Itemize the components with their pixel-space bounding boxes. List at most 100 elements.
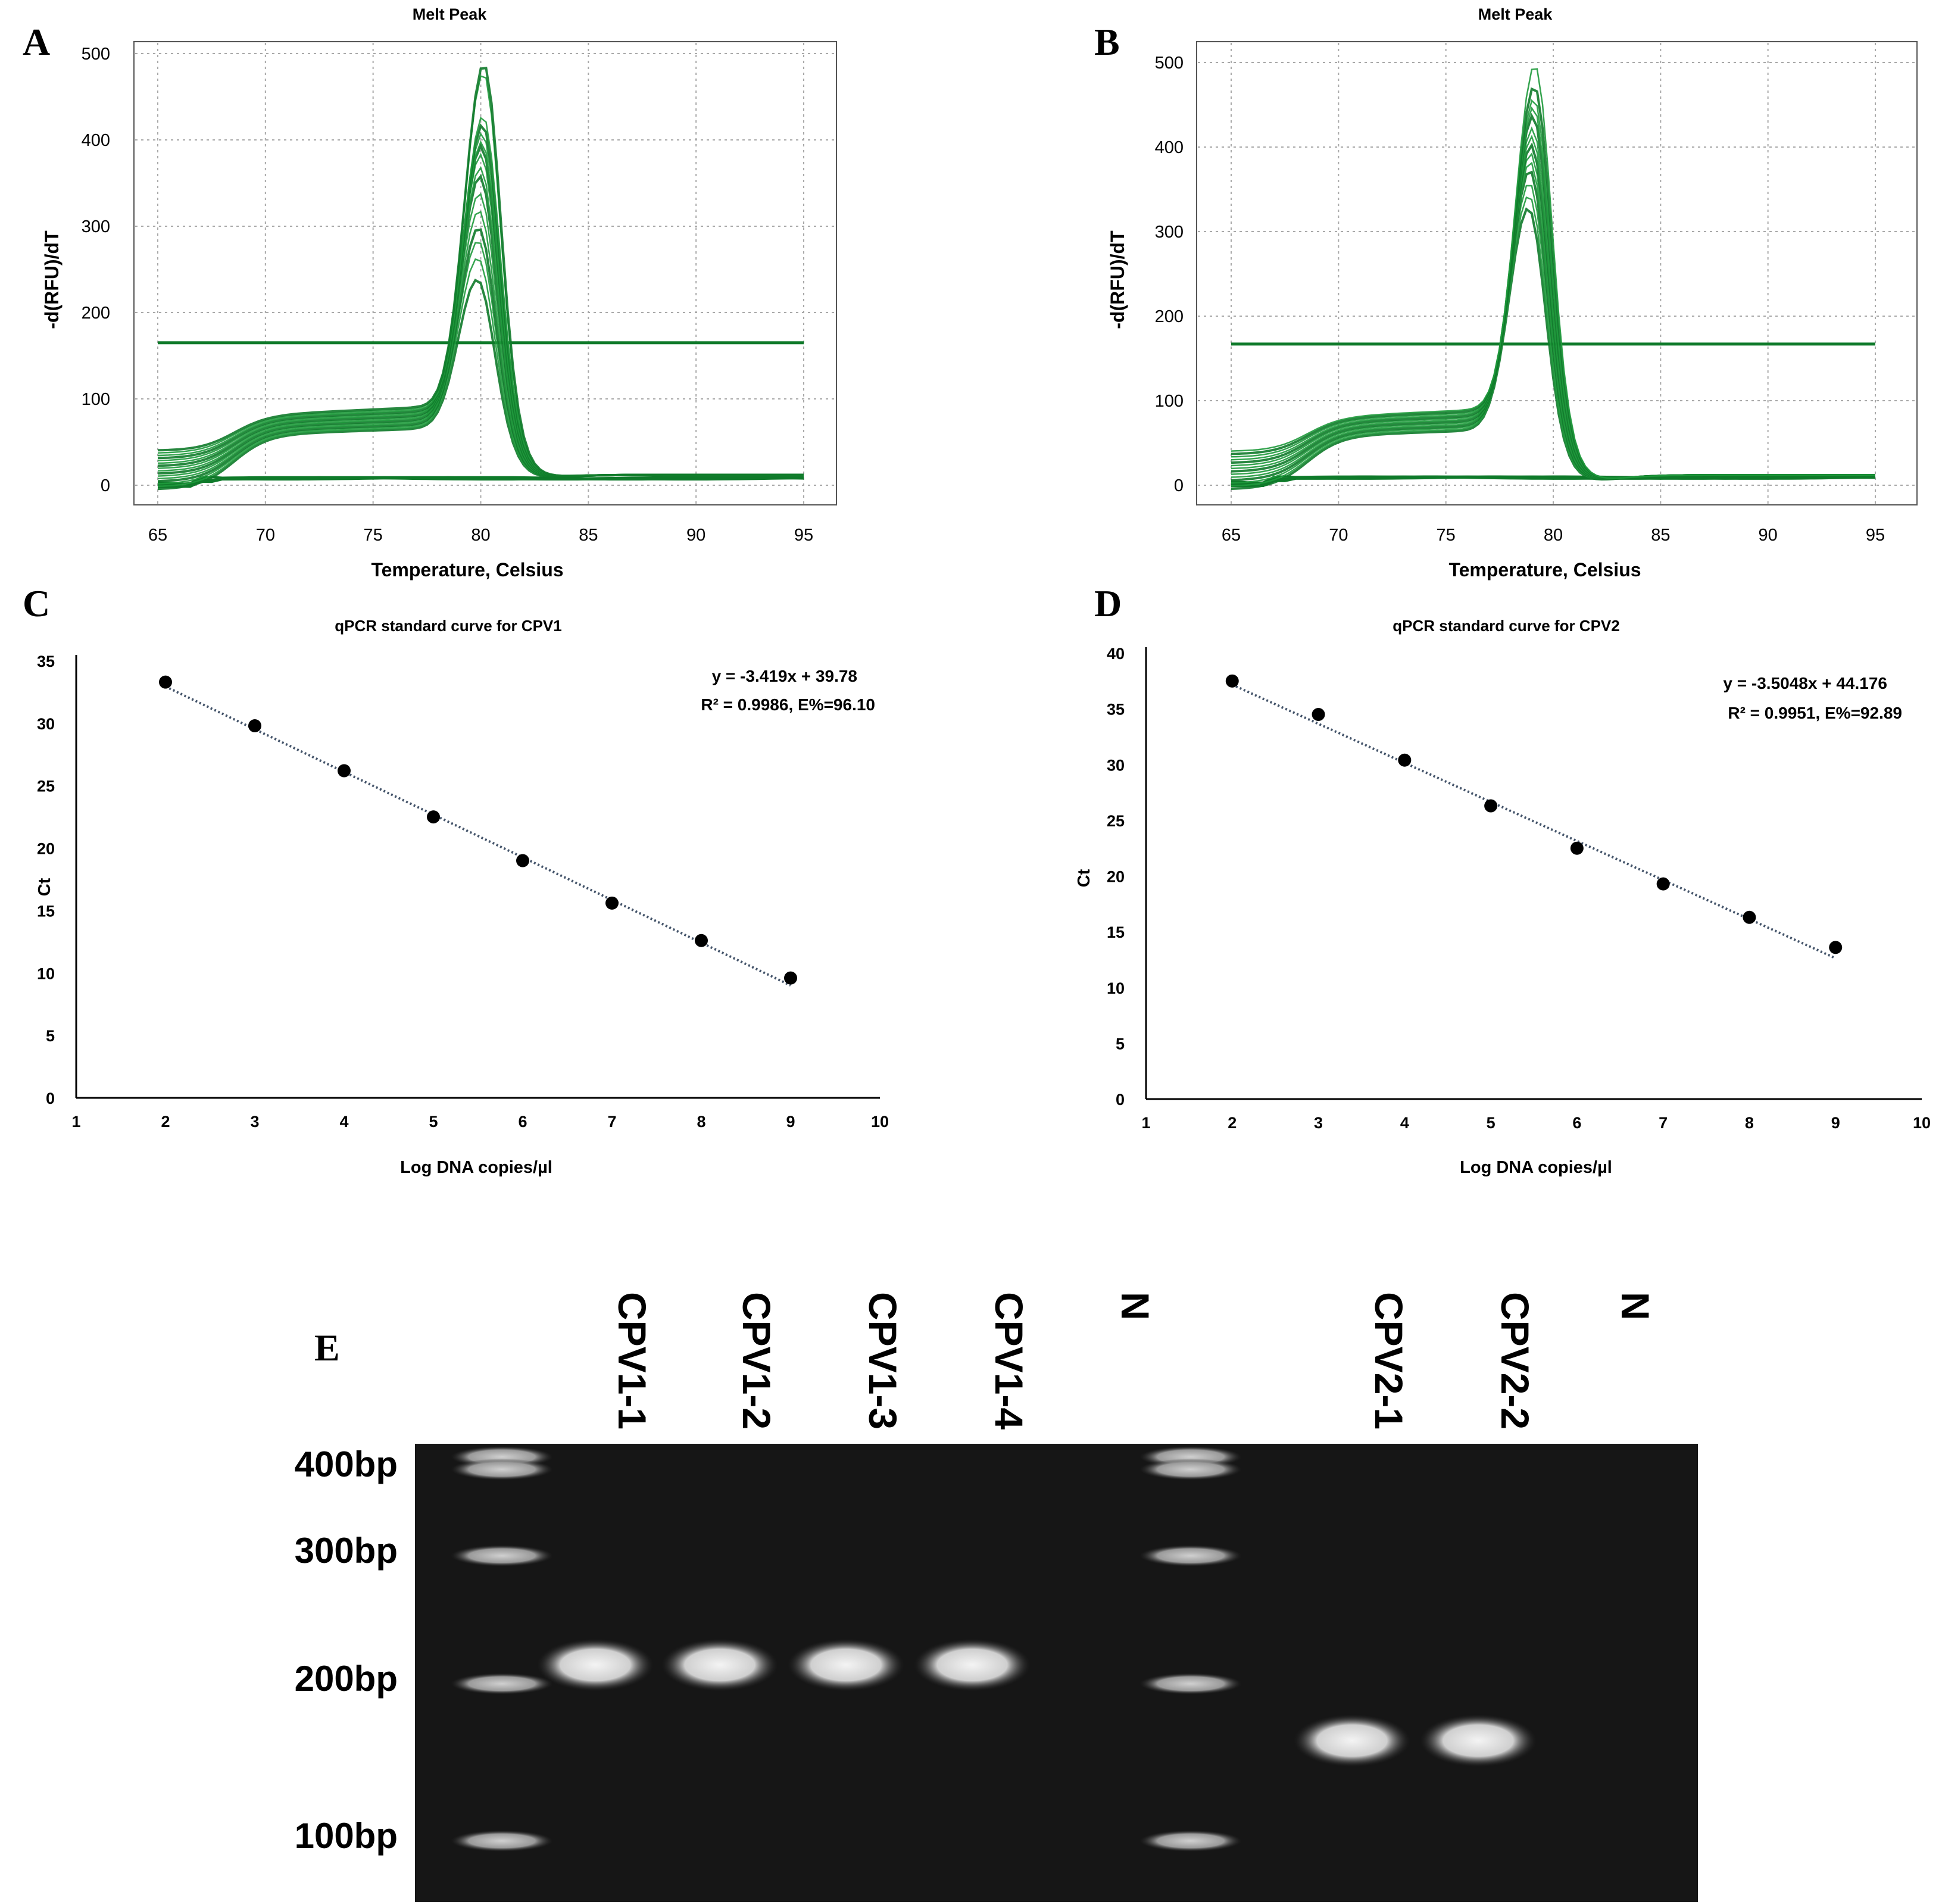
x-tick-label: 2 [161, 1113, 170, 1131]
x-tick-label: 5 [1487, 1114, 1495, 1132]
y-tick-label: 400 [1155, 138, 1184, 157]
data-point [1225, 674, 1239, 688]
sample-band [661, 1638, 778, 1691]
y-tick-label: 0 [1116, 1091, 1125, 1109]
size-marker-label: 400bp [295, 1444, 398, 1484]
standard-curve-chart-d: qPCR standard curve for CPV2 Ct Log DNA … [1075, 617, 1931, 1177]
x-tick-label: 85 [579, 526, 598, 545]
x-tick-label: 95 [1866, 526, 1885, 545]
gel-panel: CPV1-1 CPV1-2 CPV1-3 CPV1-4 N CPV2-1 CPV2-2 N 4… [295, 1292, 1698, 1902]
y-tick-label: 30 [37, 715, 55, 733]
ladder-band [1139, 1545, 1242, 1566]
x-tick-label: 65 [148, 526, 167, 545]
x-tick-label: 4 [1400, 1114, 1409, 1132]
data-point [695, 934, 708, 947]
lane-labels: CPV1-1 CPV1-2 CPV1-3 CPV1-4 N CPV2-1 CPV2-2 N [610, 1292, 1657, 1429]
x-tick-label: 85 [1651, 526, 1670, 545]
x-tick-label: 4 [339, 1113, 348, 1131]
data-point [1743, 910, 1756, 924]
x-tick-label: 10 [871, 1113, 889, 1131]
data-point [159, 675, 172, 689]
plot-frame [133, 41, 837, 505]
data-point [1570, 841, 1584, 855]
ladder-band [1139, 1673, 1242, 1694]
y-axis-label: -d(RFU)/dT [41, 230, 63, 329]
x-tick-label: 2 [1228, 1114, 1237, 1132]
x-tick-label: 90 [686, 526, 705, 545]
lane-label: CPV1-3 [861, 1292, 905, 1429]
size-marker-label: 200bp [295, 1659, 398, 1699]
melt-curves [157, 67, 804, 491]
x-axis-label: Log DNA copies/µl [1460, 1158, 1612, 1177]
data-point [427, 810, 440, 824]
x-tick-label: 10 [1913, 1114, 1931, 1132]
y-tick-label: 20 [37, 840, 55, 858]
y-tick-label: 30 [1107, 756, 1125, 774]
y-tick-label: 10 [37, 965, 55, 982]
size-marker-label: 300bp [295, 1531, 398, 1571]
y-tick-label: 100 [82, 390, 110, 409]
x-tick-label: 1 [71, 1113, 80, 1131]
data-point [1484, 799, 1498, 813]
y-tick-label: 40 [1107, 645, 1125, 663]
panel-label-e: E [314, 1326, 340, 1369]
y-tick-label: 25 [1107, 812, 1125, 830]
y-tick-label: 0 [46, 1090, 55, 1107]
ticks: 65 70 75 80 85 90 95 0 100 200 300 400 500 [1155, 54, 1885, 545]
x-tick-label: 7 [1659, 1114, 1668, 1132]
trend-equation: y = -3.5048x + 44.176 [1723, 674, 1887, 692]
chart-title: Melt Peak [413, 5, 488, 23]
ladder-band [1139, 1830, 1242, 1852]
sample-band [537, 1638, 654, 1691]
panel-label-a: A [23, 21, 50, 63]
x-tick-label: 65 [1222, 526, 1241, 545]
x-axis-label: Temperature, Celsius [371, 559, 563, 580]
panel-label-c: C [23, 582, 50, 625]
y-tick-label: 0 [1174, 476, 1184, 495]
y-axis-label: -d(RFU)/dT [1107, 230, 1128, 329]
y-tick-label: 500 [1155, 54, 1184, 73]
trendline [165, 685, 791, 987]
ladder-band [451, 1545, 553, 1566]
axes: 1 2 3 4 5 6 7 8 9 10 0 5 10 15 20 25 30 35 40 [1107, 645, 1931, 1132]
data-point [516, 854, 529, 867]
lane-label: CPV2-2 [1493, 1292, 1537, 1429]
x-tick-label: 7 [607, 1113, 616, 1131]
lane-label: N [1613, 1292, 1657, 1321]
x-tick-label: 6 [1572, 1114, 1581, 1132]
x-tick-label: 90 [1759, 526, 1778, 545]
x-tick-label: 70 [1329, 526, 1348, 545]
r-squared-label: R² = 0.9951, E%=92.89 [1728, 704, 1902, 722]
lane-label: CPV1-2 [735, 1292, 779, 1429]
y-tick-label: 0 [101, 476, 110, 495]
negative-control-curve [157, 476, 804, 486]
chart-title: qPCR standard curve for CPV2 [1393, 617, 1619, 635]
lane-label: N [1113, 1292, 1157, 1321]
y-tick-label: 10 [1107, 979, 1125, 997]
y-axis-label: Ct [1075, 869, 1094, 887]
data-point [1398, 753, 1412, 767]
melt-curve [1231, 68, 1875, 479]
chart-title: Melt Peak [1478, 5, 1553, 23]
data-points [159, 675, 797, 985]
x-tick-label: 75 [1437, 526, 1456, 545]
sample-band [788, 1638, 904, 1691]
melt-curves [1231, 68, 1876, 490]
ladder-band [451, 1673, 553, 1694]
x-tick-label: 70 [256, 526, 275, 545]
ladder-band [451, 1459, 553, 1480]
data-point [248, 719, 261, 733]
x-tick-label: 75 [364, 526, 383, 545]
ladder-band [1139, 1459, 1242, 1480]
grid [135, 43, 835, 504]
chart-title: qPCR standard curve for CPV1 [335, 617, 561, 635]
x-tick-label: 80 [471, 526, 490, 545]
sample-band [1294, 1714, 1410, 1767]
panel-label-b: B [1094, 21, 1120, 63]
data-point [1656, 877, 1670, 891]
standard-curve-chart-c: qPCR standard curve for CPV1 Ct Log DNA … [35, 617, 889, 1177]
size-marker-label: 100bp [295, 1816, 398, 1856]
y-tick-label: 15 [1107, 923, 1125, 941]
y-tick-label: 20 [1107, 868, 1125, 886]
plot-frame [1196, 41, 1918, 505]
